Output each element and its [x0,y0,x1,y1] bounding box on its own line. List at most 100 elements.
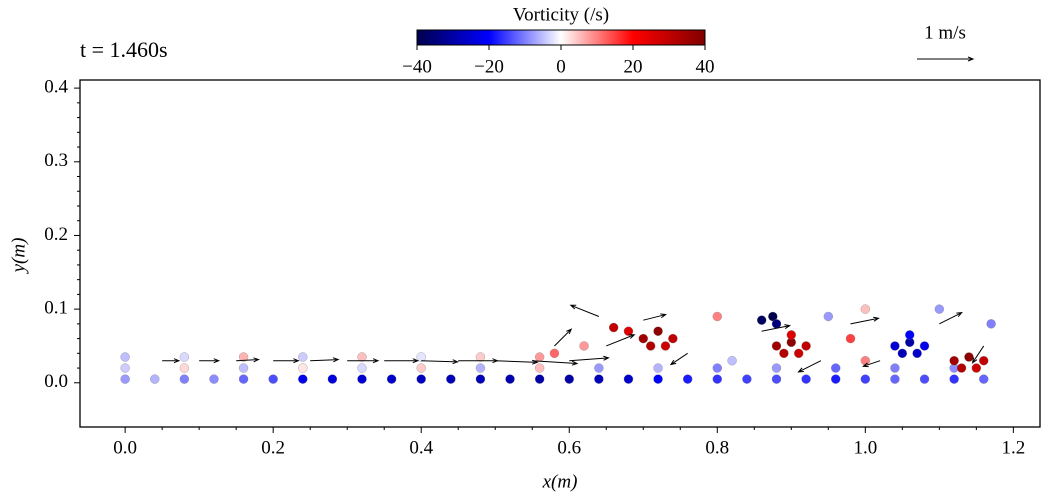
particle [779,348,789,358]
particle [905,330,915,340]
particle [327,374,338,384]
particle [238,352,249,362]
particle [609,322,619,333]
particle [801,374,811,384]
velocity-arrow [199,358,221,364]
particle [646,341,656,351]
x-tick-label: 0.0 [113,437,137,458]
particle [579,341,589,351]
particle [534,352,545,362]
particle [771,363,782,373]
velocity-arrow [850,316,880,325]
colorbar-tick-label: 20 [624,56,643,77]
quiver-key-label: 1 m/s [924,22,966,43]
particle [786,330,796,340]
particle [860,374,870,384]
particle [801,341,811,351]
particle [534,374,545,384]
particle [564,374,574,384]
velocity-arrow [569,355,610,362]
velocity-arrow [606,334,636,347]
particle [416,363,426,373]
particle [683,374,693,384]
particle [712,311,722,322]
x-tick-label: 0.8 [705,437,729,458]
particle [120,374,130,384]
colorbar-tick-label: −40 [402,56,432,77]
particle [386,374,397,384]
particle [742,374,752,384]
particle [653,363,663,373]
particle [771,341,782,351]
particle [120,363,130,373]
quiver-key-arrow [917,56,975,62]
particle [475,352,486,362]
particle [549,348,560,358]
particle [860,304,870,314]
colorbar-tick-label: 0 [556,56,566,77]
particle [771,319,782,329]
particle [357,352,367,362]
x-tick-label: 0.6 [557,437,581,458]
velocity-arrow [310,357,340,363]
plot-frame [79,79,1041,428]
particle [179,374,190,384]
particle [845,333,856,344]
particle [298,374,308,384]
particle [505,374,515,384]
velocity-arrow [162,358,181,364]
particle [268,374,278,384]
particle [890,374,900,384]
particle [919,374,930,384]
particle [179,363,190,373]
particle [712,363,722,373]
particle [298,363,308,373]
particle [298,352,308,362]
particle [979,374,989,384]
particle [446,374,456,384]
chart-title: t = 1.460s [80,37,168,62]
particle [956,363,967,373]
y-tick-label: 0.0 [44,371,68,392]
particle [668,333,678,344]
particle [357,374,367,384]
colorbar [416,29,706,46]
particle [949,356,959,366]
particle [150,374,160,384]
particle [949,374,959,384]
y-axis-label: y(m) [8,238,29,275]
y-tick-label: 0.1 [44,297,68,318]
particle [831,374,841,384]
particle [475,374,486,384]
y-tick-label: 0.3 [44,150,68,171]
particle [653,374,663,384]
velocity-arrow [236,357,260,363]
velocity-arrow [421,359,459,365]
velocity-arrow [939,312,963,325]
particle [979,356,989,366]
particle [771,374,782,384]
particle [757,315,767,325]
particle [594,374,604,384]
particle [971,363,981,373]
particle [416,352,426,362]
velocity-arrow [495,359,539,365]
particle [534,363,545,373]
velocity-arrow [761,324,792,332]
particle [638,333,648,344]
particle [823,311,833,322]
x-tick-label: 1.2 [1001,437,1025,458]
particle [986,319,996,329]
y-tick-label: 0.4 [44,76,68,97]
velocity-arrow [669,352,688,366]
colorbar-tick-label: −20 [474,56,504,77]
colorbar-tick-label: 40 [696,56,715,77]
particle [794,348,804,358]
x-tick-label: 0.4 [409,437,433,458]
velocity-arrow [273,358,300,364]
particle [831,363,841,373]
particle [897,348,907,358]
particle [919,341,930,351]
particle [238,363,249,373]
particle [964,352,974,362]
